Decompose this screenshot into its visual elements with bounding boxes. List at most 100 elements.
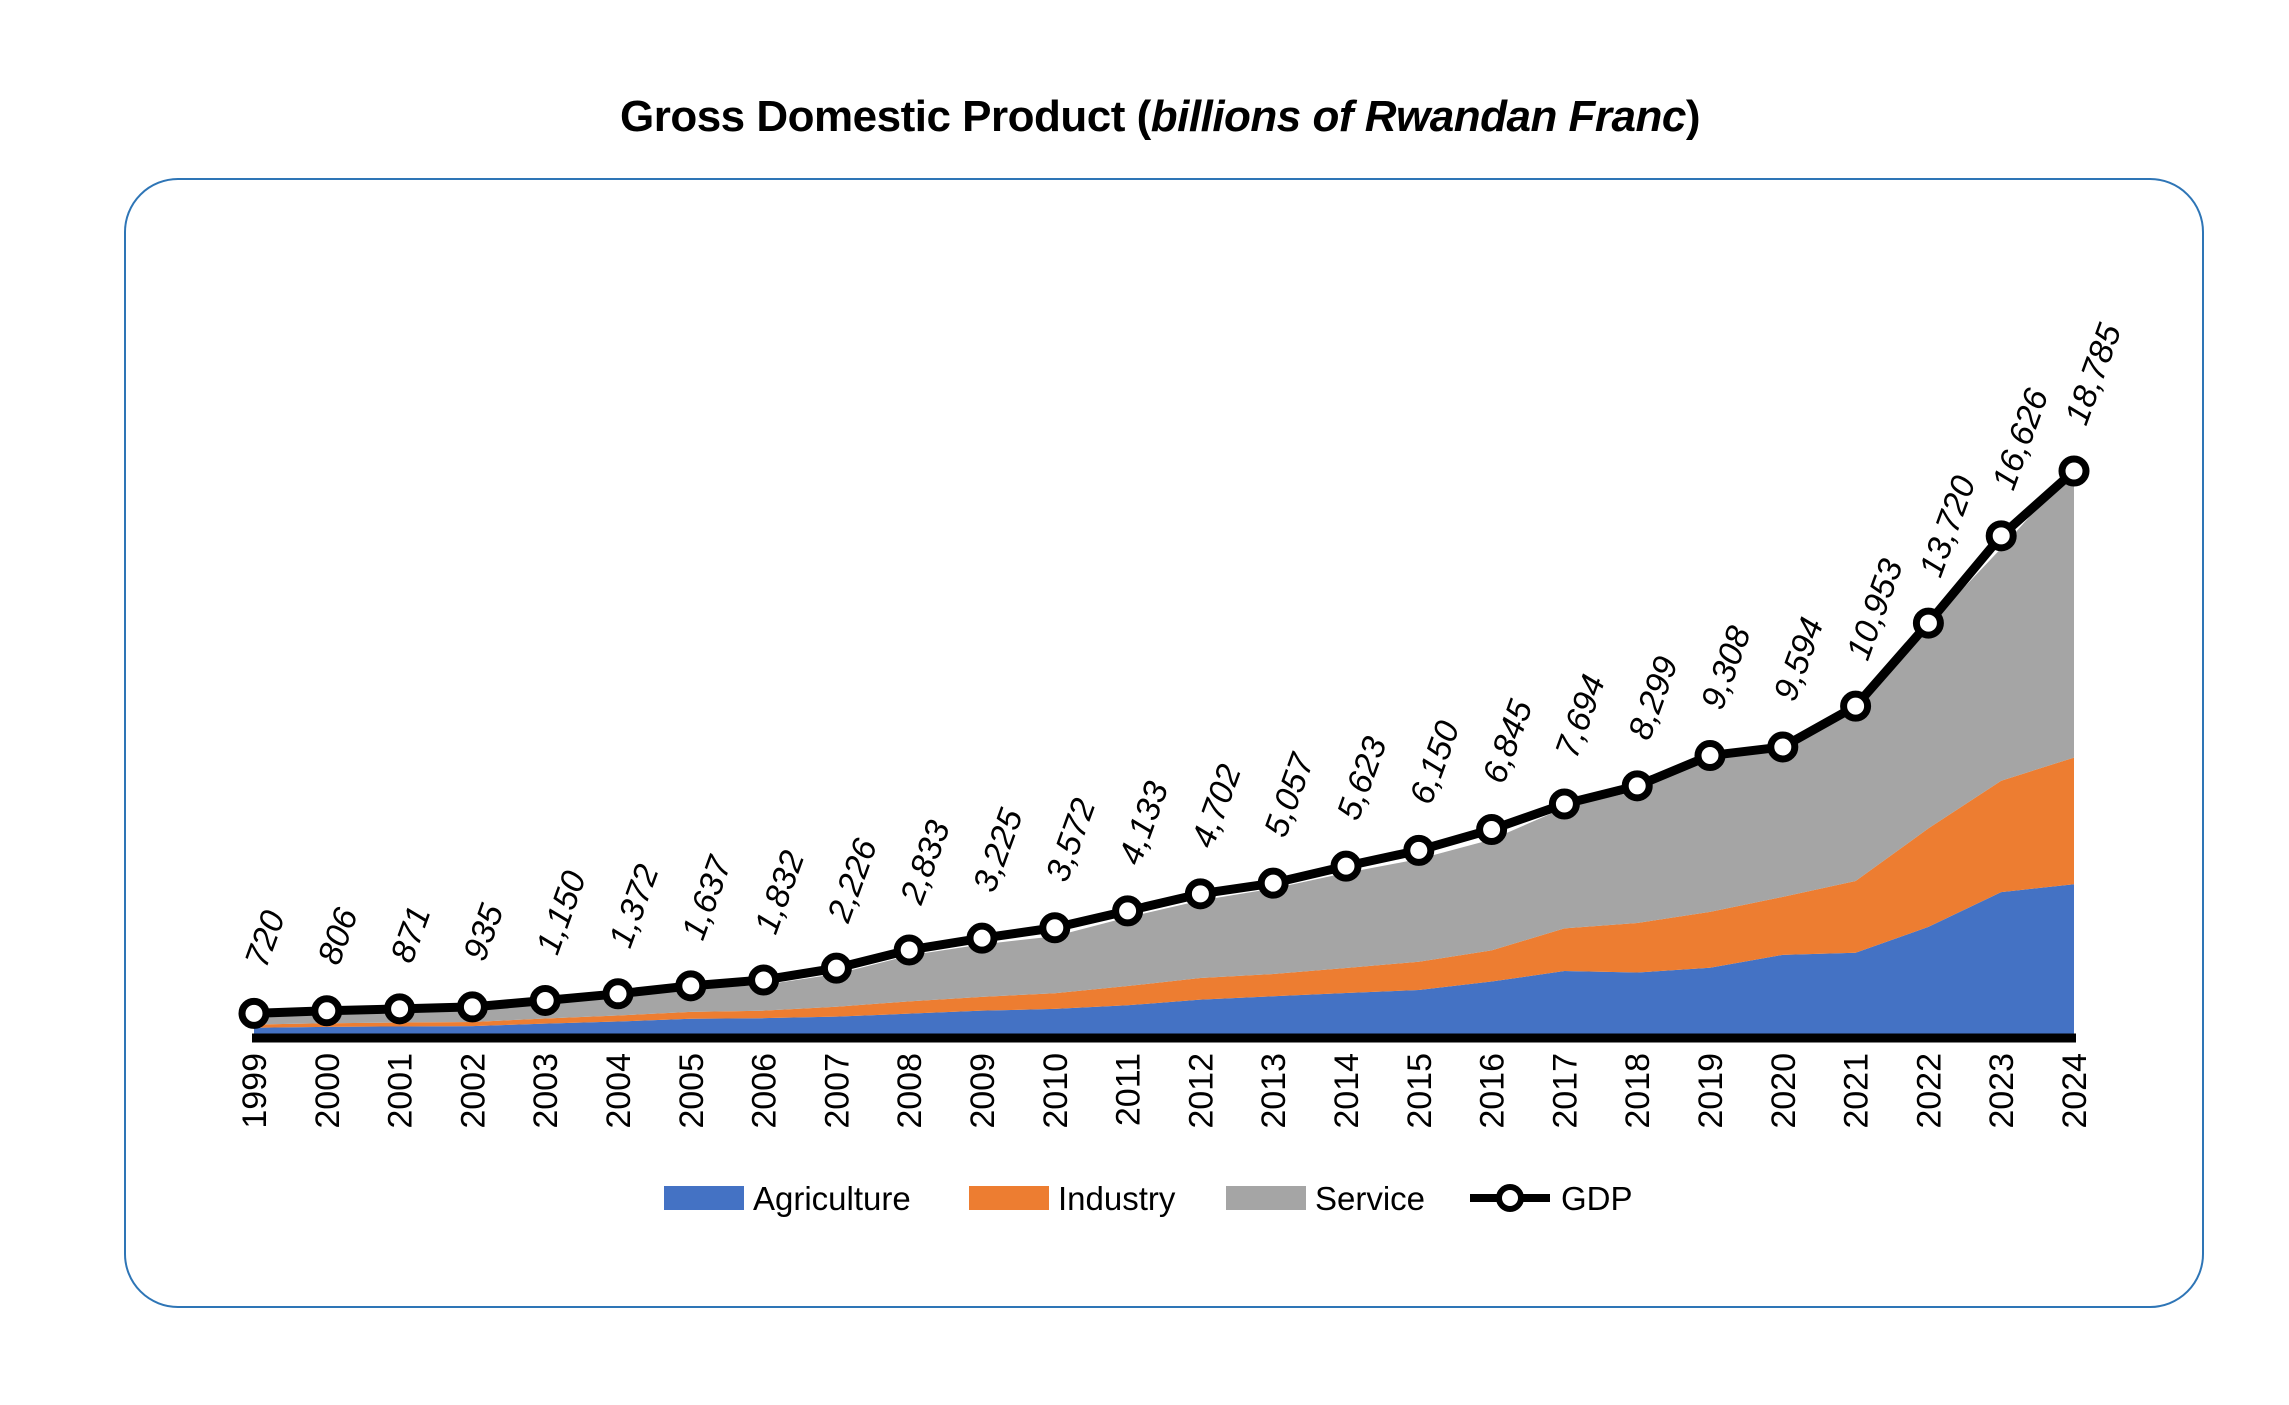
legend-swatch-service (1226, 1186, 1306, 1210)
legend-swatch-agriculture (664, 1186, 744, 1210)
gdp-point-2010 (1039, 912, 1071, 944)
legend-swatch-industry (969, 1186, 1049, 1210)
gdp-point-2017 (1548, 788, 1580, 820)
legend-label-agriculture: Agriculture (753, 1180, 911, 1217)
x-tick-2004: 2004 (600, 1053, 638, 1129)
gdp-point-2000 (311, 995, 343, 1027)
gdp-data-label-2009: 3,225 (966, 804, 1031, 897)
x-tick-2006: 2006 (746, 1053, 784, 1129)
legend-item-service: Service (1226, 1180, 1425, 1217)
gdp-data-label-2011: 4,133 (1111, 777, 1176, 870)
gdp-points (238, 455, 2090, 1029)
gdp-data-label-2024: 18,785 (2058, 319, 2129, 430)
x-tick-2003: 2003 (527, 1053, 565, 1129)
x-tick-2018: 2018 (1619, 1053, 1657, 1129)
x-tick-2013: 2013 (1255, 1053, 1293, 1129)
gdp-data-label-2002: 935 (456, 899, 511, 965)
gdp-point-2018 (1621, 770, 1653, 802)
legend-item-gdp: GDP (1470, 1180, 1633, 1217)
chart-title-main: Gross Domestic Product ( (619, 92, 1151, 141)
x-tick-2007: 2007 (818, 1053, 856, 1129)
chart-title: Gross Domestic Product (billions of Rwan… (0, 92, 2289, 142)
legend-label-service: Service (1315, 1180, 1425, 1217)
x-tick-labels: 1999 2000 2001 2002 2003 2004 2005 2006 2007 2008… (236, 1053, 2094, 1129)
gdp-data-label-2016: 6,845 (1475, 695, 1540, 788)
x-tick-2000: 2000 (309, 1053, 347, 1129)
x-tick-2005: 2005 (673, 1053, 711, 1129)
legend-item-industry: Industry (969, 1180, 1176, 1217)
area-service (254, 467, 2074, 1025)
gdp-point-2021 (1840, 690, 1872, 722)
gdp-data-label-2007: 2,226 (820, 834, 885, 928)
x-tick-2017: 2017 (1546, 1053, 1584, 1129)
gdp-point-2002 (456, 991, 488, 1023)
x-tick-2012: 2012 (1182, 1053, 1220, 1129)
gdp-point-2004 (602, 978, 634, 1010)
gdp-data-label-2000: 806 (311, 903, 366, 969)
gdp-data-label-2021: 10,953 (1839, 554, 1910, 665)
gdp-point-2015 (1403, 834, 1435, 866)
gdp-data-label-2008: 2,833 (893, 816, 958, 910)
gdp-point-2003 (529, 984, 561, 1016)
chart-title-unit: billions of Rwandan Franc (1150, 92, 1687, 141)
x-tick-2024: 2024 (2056, 1053, 2094, 1129)
legend-label-gdp: GDP (1561, 1180, 1633, 1217)
gdp-point-2006 (748, 964, 780, 996)
gdp-data-label-2023: 16,626 (1985, 384, 2056, 495)
x-tick-2023: 2023 (1983, 1053, 2021, 1129)
gdp-point-1999 (238, 997, 270, 1029)
gdp-point-2001 (384, 993, 416, 1025)
gdp-data-label-2001: 871 (383, 901, 438, 967)
gdp-point-2013 (1257, 867, 1289, 899)
x-tick-2020: 2020 (1765, 1053, 1803, 1129)
x-tick-2002: 2002 (454, 1053, 492, 1129)
legend-marker-gdp (1496, 1184, 1524, 1212)
gdp-point-2007 (820, 952, 852, 984)
legend-label-industry: Industry (1058, 1180, 1176, 1217)
gdp-data-label-2012: 4,702 (1184, 760, 1249, 853)
gdp-data-label-2005: 1,637 (675, 851, 740, 945)
area-agriculture (254, 884, 2074, 1035)
x-tick-2019: 2019 (1692, 1053, 1730, 1129)
x-tick-2011: 2011 (1110, 1053, 1148, 1126)
x-tick-2008: 2008 (891, 1053, 929, 1129)
gdp-point-2022 (1912, 607, 1944, 639)
gdp-data-label-2015: 6,150 (1403, 716, 1468, 809)
gdp-point-2019 (1694, 740, 1726, 772)
gdp-point-2024 (2058, 455, 2090, 487)
x-tick-2009: 2009 (964, 1053, 1002, 1129)
legend: Agriculture Industry Service GDP (664, 1180, 1633, 1217)
x-tick-2021: 2021 (1838, 1053, 1876, 1129)
x-tick-2015: 2015 (1401, 1053, 1439, 1129)
gdp-data-label-2006: 1,832 (747, 846, 812, 939)
gdp-data-label-2020: 9,594 (1767, 613, 1832, 706)
gdp-point-2012 (1184, 878, 1216, 910)
gdp-point-2009 (966, 922, 998, 954)
x-tick-2016: 2016 (1474, 1053, 1512, 1129)
stacked-areas (254, 467, 2074, 1035)
chart-frame (124, 178, 2204, 1308)
gdp-data-label-2004: 1,372 (602, 860, 667, 953)
gdp-data-label-2018: 8,299 (1621, 652, 1686, 745)
gdp-point-2016 (1476, 813, 1508, 845)
x-tick-1999: 1999 (236, 1053, 274, 1129)
x-tick-2014: 2014 (1328, 1053, 1366, 1129)
x-tick-2001: 2001 (382, 1053, 420, 1129)
x-tick-2010: 2010 (1037, 1053, 1075, 1129)
gdp-point-2008 (893, 934, 925, 966)
gdp-point-2023 (1985, 520, 2017, 552)
gdp-data-label-2014: 5,623 (1330, 732, 1395, 825)
legend-item-agriculture: Agriculture (664, 1180, 911, 1217)
gdp-point-2020 (1767, 731, 1799, 763)
gdp-data-label-2003: 1,150 (529, 866, 594, 959)
gdp-point-2011 (1112, 895, 1144, 927)
gdp-data-label-2017: 7,694 (1548, 670, 1613, 763)
chart-title-close: ) (1685, 92, 1701, 141)
gdp-point-2014 (1330, 850, 1362, 882)
gdp-point-2005 (675, 970, 707, 1002)
gdp-data-label-1999: 720 (238, 906, 293, 972)
area-industry (254, 757, 2074, 1028)
gdp-data-label-2013: 5,057 (1257, 748, 1322, 842)
gdp-data-label-2019: 9,308 (1694, 621, 1759, 714)
